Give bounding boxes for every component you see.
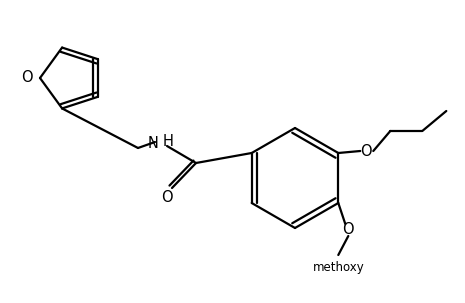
Text: O: O [21, 71, 33, 85]
Text: O: O [161, 189, 173, 205]
Text: N: N [147, 136, 158, 152]
Text: O: O [343, 221, 354, 237]
Text: methoxy: methoxy [312, 261, 364, 274]
Text: H: H [163, 135, 174, 149]
Text: O: O [360, 144, 372, 158]
